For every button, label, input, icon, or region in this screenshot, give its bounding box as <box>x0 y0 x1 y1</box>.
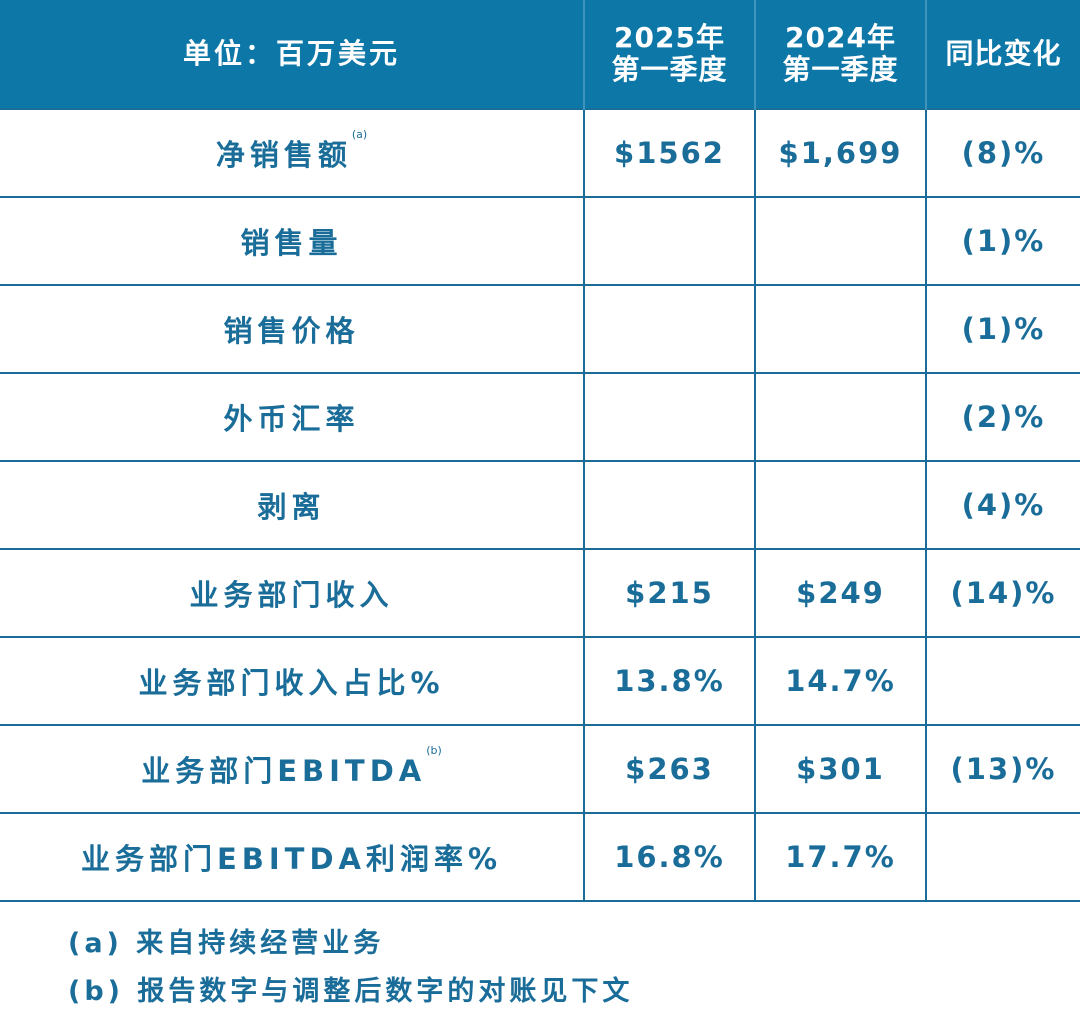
cell-q1-2025: 13.8% <box>583 636 755 725</box>
table-row: 销售量 (1)% <box>0 196 1080 285</box>
row-label-text: 业务部门EBITDA利润率% <box>80 842 503 876</box>
cell-yoy: (13)% <box>925 724 1080 813</box>
cell-q1-2024: $1,699 <box>754 108 926 197</box>
cell-q1-2025: $215 <box>583 548 755 637</box>
cell-q1-2024 <box>754 372 926 461</box>
table-row: 外币汇率 (2)% <box>0 372 1080 461</box>
cell-q1-2024: $301 <box>754 724 926 813</box>
row-label-text: 业务部门收入 <box>189 578 394 612</box>
cell-yoy: (2)% <box>925 372 1080 461</box>
row-label: 销售量 <box>0 196 584 285</box>
footnotes: (a) 来自持续经营业务 (b) 报告数字与调整后数字的对账见下文 <box>68 920 633 1016</box>
cell-yoy: (8)% <box>925 108 1080 197</box>
cell-yoy-text: (13)% <box>950 752 1057 786</box>
cell-q1-2024: 14.7% <box>754 636 926 725</box>
header-quarter: 第一季度 <box>611 53 728 86</box>
cell-yoy <box>925 812 1080 902</box>
header-yoy: 同比变化 <box>925 0 1080 109</box>
cell-yoy: (1)% <box>925 196 1080 285</box>
row-label-text: 销售量 <box>240 226 343 260</box>
cell-yoy-text: (2)% <box>961 400 1046 434</box>
row-label: 业务部门收入占比% <box>0 636 584 725</box>
row-label: 剥离 <box>0 460 584 549</box>
cell-q1-2024 <box>754 284 926 373</box>
cell-q1-2025-text: 13.8% <box>614 664 725 698</box>
table-row: 销售价格 (1)% <box>0 284 1080 373</box>
table-row: 业务部门EBITDA(b) $263 $301 (13)% <box>0 724 1080 813</box>
header-q1-2025: 2025年 第一季度 <box>583 0 755 109</box>
cell-yoy-text: (14)% <box>950 576 1057 610</box>
cell-q1-2025-text: $1562 <box>614 136 725 170</box>
header-year: 2025年 <box>614 20 725 54</box>
cell-yoy: (4)% <box>925 460 1080 549</box>
cell-yoy: (1)% <box>925 284 1080 373</box>
cell-q1-2025: 16.8% <box>583 812 755 902</box>
cell-q1-2024 <box>754 460 926 549</box>
cell-q1-2024: $249 <box>754 548 926 637</box>
cell-yoy: (14)% <box>925 548 1080 637</box>
cell-yoy <box>925 636 1080 725</box>
cell-yoy-text: (8)% <box>961 136 1046 170</box>
row-label: 业务部门EBITDA(b) <box>0 724 584 813</box>
footnote-a: (a) 来自持续经营业务 <box>68 928 385 959</box>
cell-q1-2025-text: $263 <box>625 752 714 786</box>
cell-q1-2025 <box>583 284 755 373</box>
row-label-text: 剥离 <box>257 490 326 524</box>
cell-q1-2024-text: $301 <box>796 752 885 786</box>
row-label: 业务部门收入 <box>0 548 584 637</box>
cell-q1-2024-text: 14.7% <box>785 664 896 698</box>
cell-q1-2025-text: $215 <box>625 576 714 610</box>
table-row: 业务部门收入 $215 $249 (14)% <box>0 548 1080 637</box>
cell-q1-2025-text: 16.8% <box>614 840 725 874</box>
header-year: 2024年 <box>785 20 896 54</box>
cell-q1-2025: $263 <box>583 724 755 813</box>
footnote-b: (b) 报告数字与调整后数字的对账见下文 <box>68 976 634 1007</box>
cell-yoy-text: (4)% <box>961 488 1046 522</box>
row-label-text: 外币汇率 <box>223 402 360 436</box>
row-label: 外币汇率 <box>0 372 584 461</box>
table-row: 剥离 (4)% <box>0 460 1080 549</box>
header-row: 单位：百万美元 2025年 第一季度 2024年 第一季度 同比变化 <box>0 0 1080 109</box>
table-row: 净销售额(a) $1562 $1,699 (8)% <box>0 108 1080 197</box>
footnote-marker: (a) <box>351 128 368 141</box>
footnote-marker: (b) <box>426 744 442 757</box>
header-quarter: 第一季度 <box>782 53 899 86</box>
cell-q1-2024-text: $249 <box>796 576 885 610</box>
cell-q1-2025 <box>583 196 755 285</box>
row-label: 销售价格 <box>0 284 584 373</box>
cell-q1-2025 <box>583 372 755 461</box>
header-q1-2024: 2024年 第一季度 <box>754 0 926 109</box>
row-label-text: 净销售额 <box>215 138 352 172</box>
cell-q1-2024-text: 17.7% <box>785 840 896 874</box>
row-label-text: 业务部门EBITDA <box>141 754 427 788</box>
financial-table: 单位：百万美元 2025年 第一季度 2024年 第一季度 同比变化 净销售额(a)… <box>0 0 1080 902</box>
cell-q1-2024 <box>754 196 926 285</box>
cell-yoy-text: (1)% <box>961 224 1046 258</box>
cell-q1-2025 <box>583 460 755 549</box>
table-row: 业务部门EBITDA利润率% 16.8% 17.7% <box>0 812 1080 902</box>
cell-q1-2024: 17.7% <box>754 812 926 902</box>
cell-q1-2025: $1562 <box>583 108 755 197</box>
row-label-text: 业务部门收入占比% <box>138 666 445 700</box>
row-label-text: 销售价格 <box>223 314 360 348</box>
table-row: 业务部门收入占比% 13.8% 14.7% <box>0 636 1080 725</box>
row-label: 业务部门EBITDA利润率% <box>0 812 584 902</box>
header-unit: 单位：百万美元 <box>0 0 584 109</box>
cell-yoy-text: (1)% <box>961 312 1046 346</box>
cell-q1-2024-text: $1,699 <box>778 136 903 170</box>
row-label: 净销售额(a) <box>0 108 584 197</box>
